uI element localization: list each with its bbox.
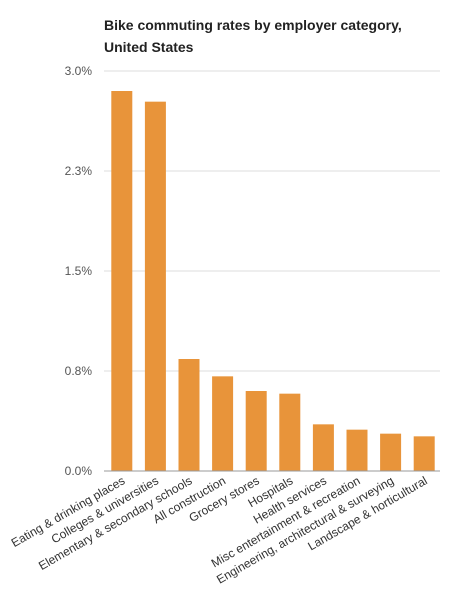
y-tick-label: 3.0%	[65, 64, 93, 78]
y-tick-label: 0.8%	[65, 364, 93, 378]
bar[interactable]	[245, 391, 267, 471]
bar[interactable]	[413, 436, 435, 471]
bar[interactable]	[212, 376, 234, 471]
bar[interactable]	[312, 424, 334, 471]
bar[interactable]	[346, 429, 368, 471]
bar[interactable]	[279, 393, 301, 471]
y-tick-label: 0.0%	[65, 464, 93, 478]
bar[interactable]	[111, 91, 133, 471]
y-axis-ticks: 0.0% 0.8% 1.5% 2.3% 3.0%	[65, 64, 93, 478]
chart-title: Bike commuting rates by employer categor…	[104, 17, 402, 55]
y-tick-label: 1.5%	[65, 264, 93, 278]
bar[interactable]	[380, 433, 402, 471]
bar[interactable]	[144, 101, 166, 472]
bar[interactable]	[178, 359, 200, 471]
y-tick-label: 2.3%	[65, 164, 93, 178]
bars	[111, 91, 435, 472]
